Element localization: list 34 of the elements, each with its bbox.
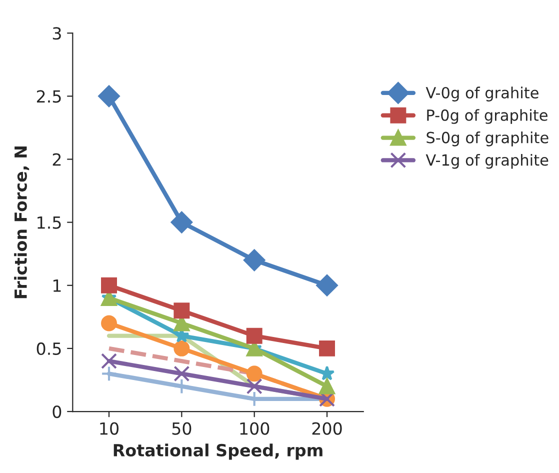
y-tick-label: 0.5 bbox=[36, 342, 61, 356]
x-axis-title: Rotational Speed, rpm bbox=[114, 444, 322, 460]
point bbox=[246, 328, 262, 344]
point bbox=[316, 274, 338, 296]
point bbox=[101, 277, 117, 294]
point bbox=[101, 353, 117, 370]
y-tick-label: 1.5 bbox=[38, 216, 61, 229]
y-tick-label: 3 bbox=[52, 27, 61, 40]
y-tick-label: 0 bbox=[52, 405, 62, 418]
point bbox=[174, 340, 190, 356]
point bbox=[319, 378, 336, 394]
legend-label: S-0g of graphite bbox=[426, 132, 548, 146]
point bbox=[246, 366, 262, 382]
point bbox=[174, 366, 190, 382]
legend-label: V-1g of graphite bbox=[426, 154, 548, 169]
point bbox=[101, 315, 117, 332]
point bbox=[174, 378, 190, 394]
legend-label: P-0g of graphite bbox=[427, 109, 548, 124]
point bbox=[170, 211, 193, 234]
y-tick-label: 2 bbox=[52, 153, 61, 166]
x-tick-label: 50 bbox=[172, 422, 192, 435]
point bbox=[246, 378, 262, 394]
point bbox=[174, 302, 190, 319]
point bbox=[243, 249, 266, 272]
point bbox=[98, 85, 120, 108]
y-axis-title: Friction Force, N bbox=[14, 146, 30, 298]
y-tick-label: 2.5 bbox=[36, 90, 61, 103]
point bbox=[101, 366, 117, 382]
x-tick-label: 10 bbox=[100, 422, 118, 435]
x-tick-label: 200 bbox=[312, 422, 342, 435]
legend-label: V-0g of grahite bbox=[426, 86, 538, 102]
x-tick-label: 100 bbox=[240, 422, 270, 435]
y-tick-label: 1 bbox=[53, 280, 61, 292]
point bbox=[319, 340, 336, 356]
